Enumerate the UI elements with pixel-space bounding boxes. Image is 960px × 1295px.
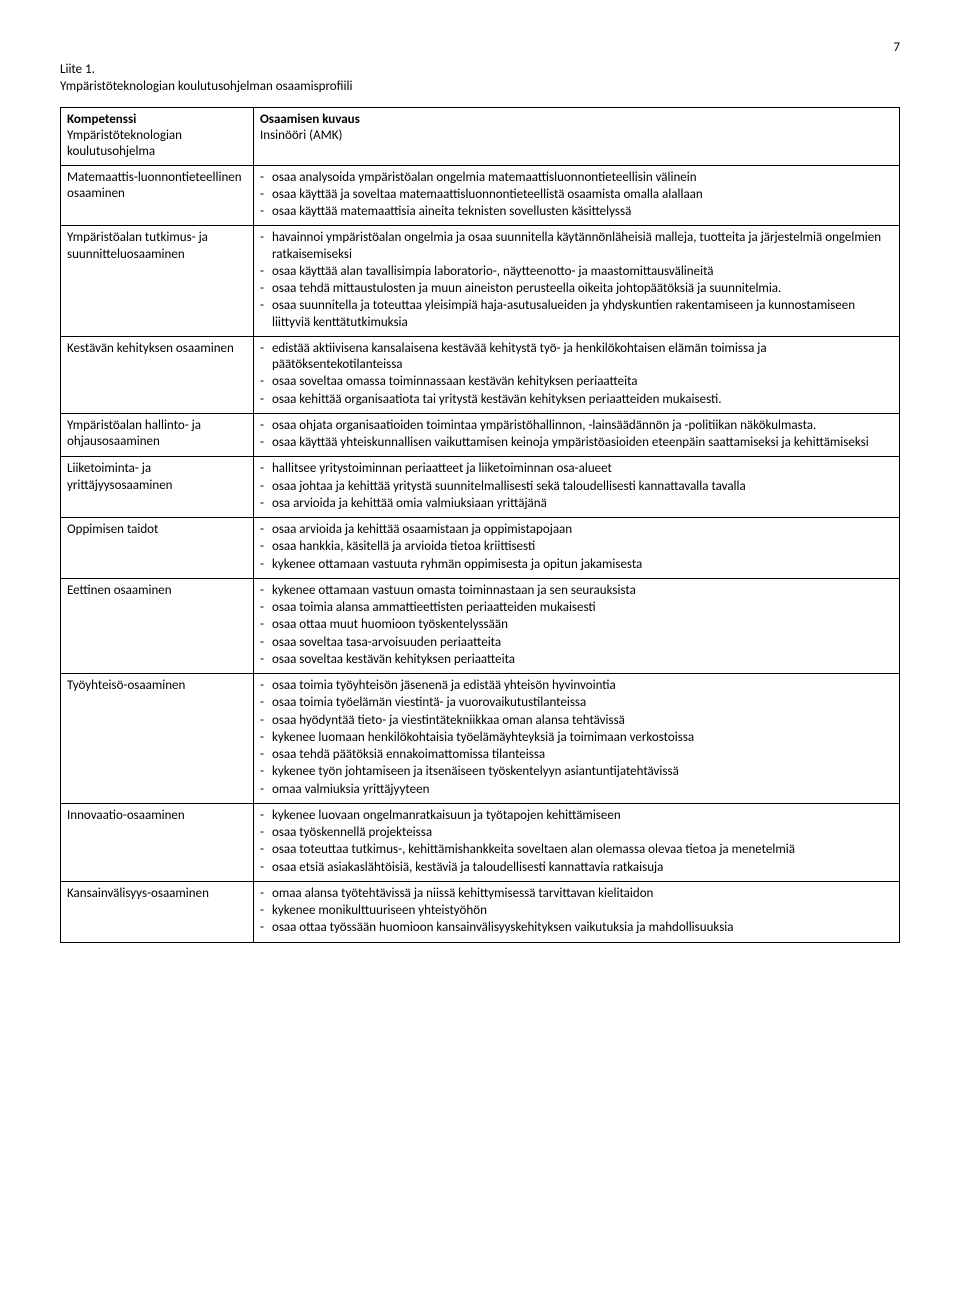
competence-description: edistää aktiivisena kansalaisena kestävä…: [253, 336, 899, 413]
list-item: omaa valmiuksia yrittäjyyteen: [260, 782, 893, 798]
description-list: osaa arvioida ja kehittää osaamistaan ja…: [260, 522, 893, 573]
list-item: omaa alansa työtehtävissä ja niissä kehi…: [260, 886, 893, 902]
list-item: osaa tehdä mittaustulosten ja muun ainei…: [260, 281, 893, 297]
list-item: osaa hyödyntää tieto- ja viestintäteknii…: [260, 713, 893, 729]
table-row: Oppimisen taidot osaa arvioida ja kehittä…: [61, 518, 900, 579]
table-row: Liiketoiminta- ja yrittäjyysosaaminen hal…: [61, 457, 900, 518]
competence-name: Liiketoiminta- ja yrittäjyysosaaminen: [61, 457, 254, 518]
competence-name: Ympäristöalan tutkimus- ja suunnitteluos…: [61, 226, 254, 337]
competence-description: kykenee ottamaan vastuun omasta toiminna…: [253, 578, 899, 673]
competence-description: osaa ohjata organisaatioiden toimintaa y…: [253, 413, 899, 457]
competence-name: Innovaatio-osaaminen: [61, 803, 254, 881]
list-item: osaa ottaa muut huomioon työskentelyssää…: [260, 617, 893, 633]
list-item: edistää aktiivisena kansalaisena kestävä…: [260, 341, 893, 374]
table-row: Innovaatio-osaaminen kykenee luovaan onge…: [61, 803, 900, 881]
competence-name: Ympäristöalan hallinto- ja ohjausosaamin…: [61, 413, 254, 457]
list-item: kykenee ottamaan vastuun omasta toiminna…: [260, 583, 893, 599]
list-item: kykenee luomaan henkilökohtaisia työeläm…: [260, 730, 893, 746]
list-item: osaa soveltaa tasa-arvoisuuden periaatte…: [260, 635, 893, 651]
list-item: osaa toteuttaa tutkimus-, kehittämishank…: [260, 842, 893, 858]
list-item: osaa ottaa työssään huomioon kansainväli…: [260, 920, 893, 936]
header-right-label: Osaamisen kuvaus: [260, 112, 360, 127]
competence-description: omaa alansa työtehtävissä ja niissä kehi…: [253, 881, 899, 942]
list-item: osaa soveltaa kestävän kehityksen periaa…: [260, 652, 893, 668]
table-row: Työyhteisö-osaaminen osaa toimia työyhtei…: [61, 674, 900, 804]
heading: Liite 1. Ympäristöteknologian koulutusoh…: [60, 62, 900, 95]
list-item: osaa etsiä asiakaslähtöisiä, kestäviä ja…: [260, 860, 893, 876]
table-row: Kestävän kehityksen osaaminenedistää akt…: [61, 336, 900, 413]
list-item: osaa käyttää matemaattisia aineita tekni…: [260, 204, 893, 220]
competence-name: Eettinen osaaminen: [61, 578, 254, 673]
list-item: osaa hankkia, käsitellä ja arvioida tiet…: [260, 539, 893, 555]
competence-description: osaa arvioida ja kehittää osaamistaan ja…: [253, 518, 899, 579]
header-left: Kompetenssi Ympäristöteknologian koulutu…: [61, 107, 254, 165]
list-item: osaa analysoida ympäristöalan ongelmia m…: [260, 170, 893, 186]
description-list: omaa alansa työtehtävissä ja niissä kehi…: [260, 886, 893, 937]
competence-name: Kansainvälisyys-osaaminen: [61, 881, 254, 942]
competence-description: kykenee luovaan ongelmanratkaisuun ja ty…: [253, 803, 899, 881]
table-header-row: Kompetenssi Ympäristöteknologian koulutu…: [61, 107, 900, 165]
list-item: kykenee ottamaan vastuuta ryhmän oppimis…: [260, 557, 893, 573]
list-item: osaa soveltaa omassa toiminnassaan kestä…: [260, 374, 893, 390]
competence-name: Matemaattis-luonnontieteellinen osaamine…: [61, 165, 254, 226]
list-item: osaa toimia työelämän viestintä- ja vuor…: [260, 695, 893, 711]
page-number: 7: [60, 40, 900, 56]
list-item: havainnoi ympäristöalan ongelmia ja osaa…: [260, 230, 893, 263]
list-item: kykenee monikulttuuriseen yhteistyöhön: [260, 903, 893, 919]
list-item: osaa toimia alansa ammattieettisten peri…: [260, 600, 893, 616]
competence-name: Kestävän kehityksen osaaminen: [61, 336, 254, 413]
list-item: kykenee luovaan ongelmanratkaisuun ja ty…: [260, 808, 893, 824]
table-row: Kansainvälisyys-osaaminen omaa alansa työ…: [61, 881, 900, 942]
competence-description: osaa toimia työyhteisön jäsenenä ja edis…: [253, 674, 899, 804]
heading-line1: Liite 1.: [60, 62, 900, 78]
list-item: osaa työskennellä projekteissa: [260, 825, 893, 841]
table-row: Ympäristöalan hallinto- ja ohjausosaamin…: [61, 413, 900, 457]
description-list: edistää aktiivisena kansalaisena kestävä…: [260, 341, 893, 408]
list-item: osaa arvioida ja kehittää osaamistaan ja…: [260, 522, 893, 538]
description-list: hallitsee yritystoiminnan periaatteet ja…: [260, 461, 893, 512]
description-list: osaa toimia työyhteisön jäsenenä ja edis…: [260, 678, 893, 798]
table-row: Matemaattis-luonnontieteellinen osaamine…: [61, 165, 900, 226]
competence-description: havainnoi ympäristöalan ongelmia ja osaa…: [253, 226, 899, 337]
list-item: osaa ohjata organisaatioiden toimintaa y…: [260, 418, 893, 434]
description-list: osaa analysoida ympäristöalan ongelmia m…: [260, 170, 893, 221]
heading-line2: Ympäristöteknologian koulutusohjelman os…: [60, 79, 900, 95]
list-item: osaa käyttää yhteiskunnallisen vaikuttam…: [260, 435, 893, 451]
list-item: kykenee työn johtamiseen ja itsenäiseen …: [260, 764, 893, 780]
header-left-sub: Ympäristöteknologian koulutusohjelma: [67, 128, 182, 159]
header-right: Osaamisen kuvaus Insinööri (AMK): [253, 107, 899, 165]
list-item: hallitsee yritystoiminnan periaatteet ja…: [260, 461, 893, 477]
list-item: osaa johtaa ja kehittää yritystä suunnit…: [260, 479, 893, 495]
list-item: osaa suunnitella ja toteuttaa yleisimpiä…: [260, 298, 893, 331]
header-right-sub: Insinööri (AMK): [260, 128, 342, 143]
description-list: osaa ohjata organisaatioiden toimintaa y…: [260, 418, 893, 452]
competence-table: Kompetenssi Ympäristöteknologian koulutu…: [60, 107, 900, 943]
description-list: havainnoi ympäristöalan ongelmia ja osaa…: [260, 230, 893, 331]
list-item: osaa kehittää organisaatiota tai yrityst…: [260, 392, 893, 408]
competence-name: Työyhteisö-osaaminen: [61, 674, 254, 804]
competence-description: osaa analysoida ympäristöalan ongelmia m…: [253, 165, 899, 226]
list-item: osaa toimia työyhteisön jäsenenä ja edis…: [260, 678, 893, 694]
competence-description: hallitsee yritystoiminnan periaatteet ja…: [253, 457, 899, 518]
competence-name: Oppimisen taidot: [61, 518, 254, 579]
description-list: kykenee luovaan ongelmanratkaisuun ja ty…: [260, 808, 893, 876]
header-left-label: Kompetenssi: [67, 112, 136, 127]
list-item: osa arvioida ja kehittää omia valmiuksia…: [260, 496, 893, 512]
list-item: osaa tehdä päätöksiä ennakoimattomissa t…: [260, 747, 893, 763]
list-item: osaa käyttää ja soveltaa matemaattisluon…: [260, 187, 893, 203]
table-row: Ympäristöalan tutkimus- ja suunnitteluos…: [61, 226, 900, 337]
description-list: kykenee ottamaan vastuun omasta toiminna…: [260, 583, 893, 668]
list-item: osaa käyttää alan tavallisimpia laborato…: [260, 264, 893, 280]
table-row: Eettinen osaaminen kykenee ottamaan vastu…: [61, 578, 900, 673]
